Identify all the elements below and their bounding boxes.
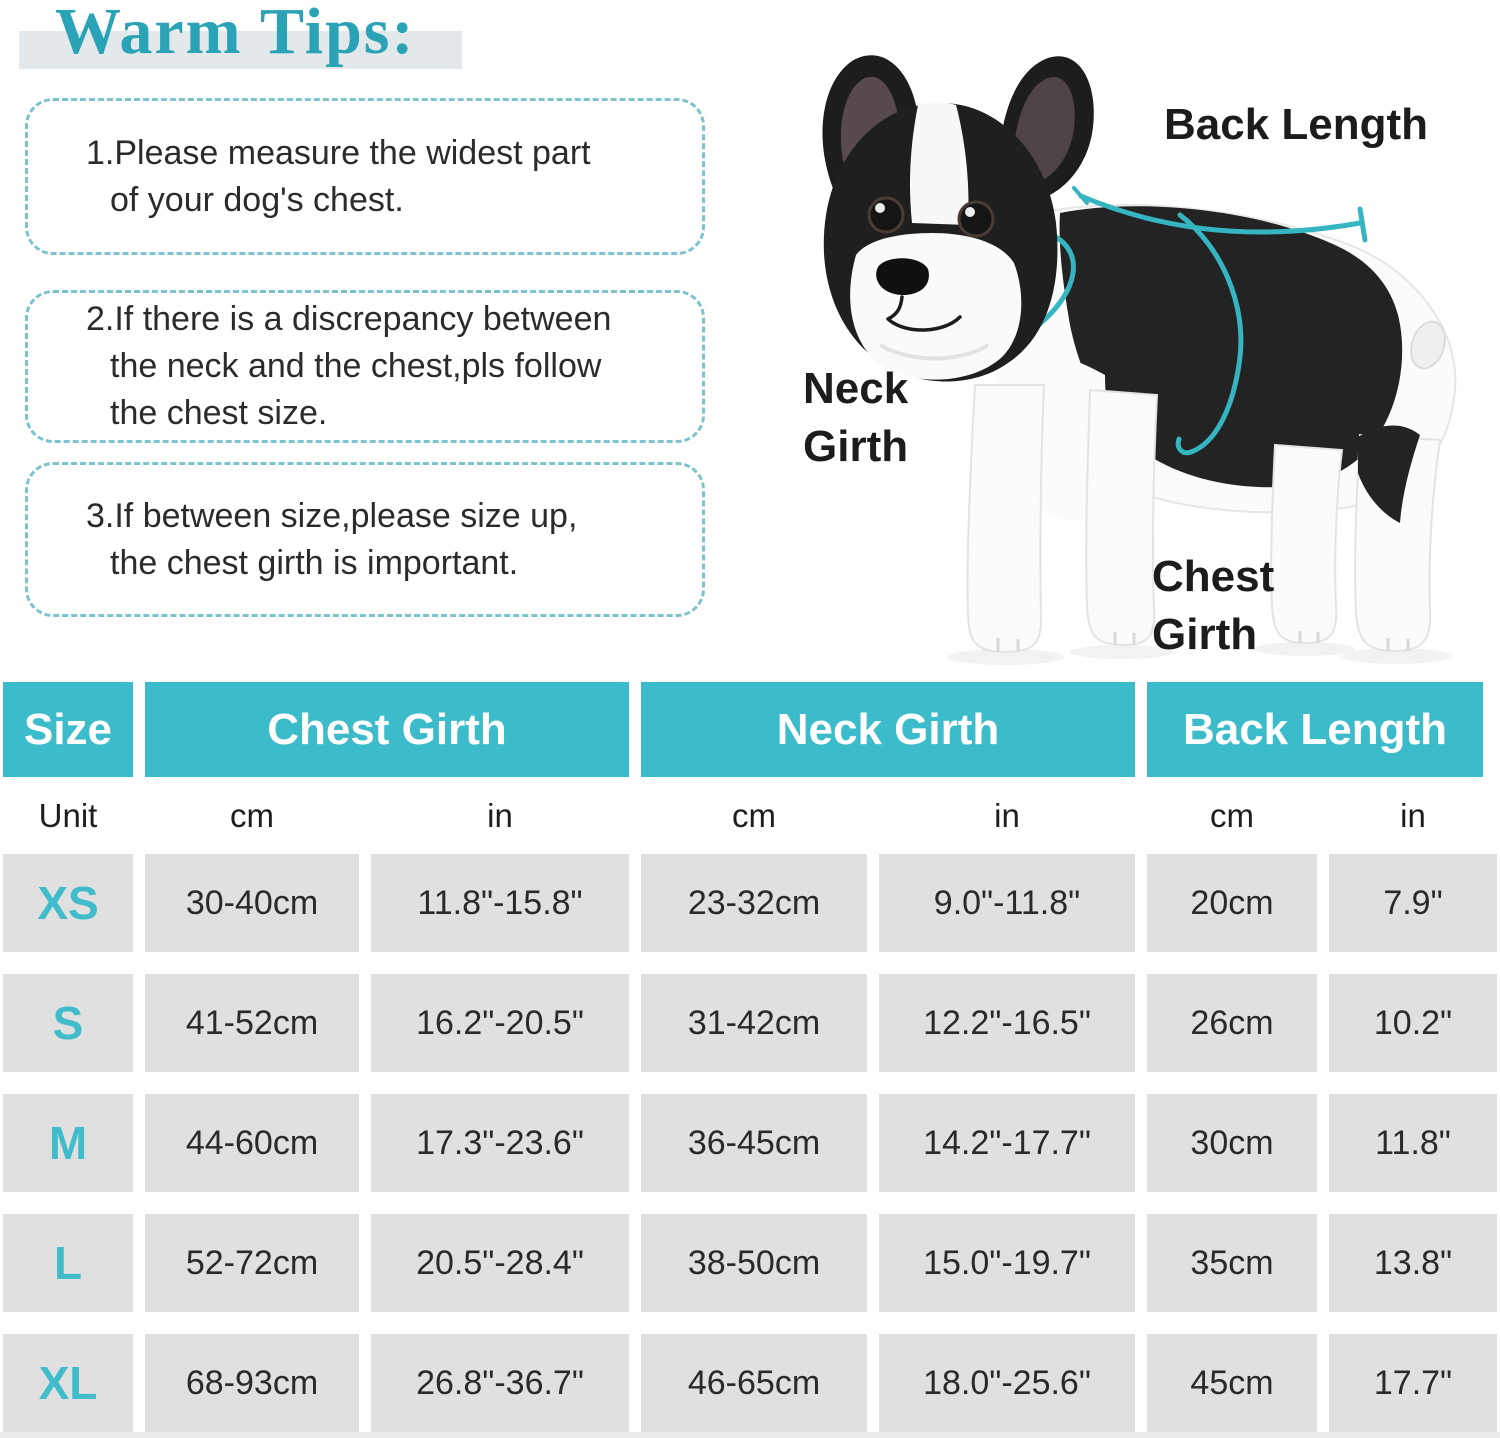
table-row-m: M 44-60cm 17.3"-23.6" 36-45cm 14.2"-17.7…	[3, 1094, 1497, 1192]
back-length-line	[1078, 193, 1363, 235]
neck-cm-cell: 23-32cm	[641, 854, 867, 952]
dog-eye-glint	[965, 207, 975, 217]
size-column-header: Size	[3, 682, 133, 777]
chest-in-cell: 26.8"-36.7"	[371, 1334, 629, 1432]
size-cell: XL	[3, 1334, 133, 1432]
chest-in-cell: 17.3"-23.6"	[371, 1094, 629, 1192]
unit-chest-cm: cm	[230, 796, 274, 834]
unit-neck-in: in	[994, 796, 1020, 834]
unit-back-in: in	[1400, 796, 1426, 834]
unit-neck-cm: cm	[732, 796, 776, 834]
back-cm-cell: 30cm	[1147, 1094, 1317, 1192]
unit-row: Unit cm in cm in cm in	[3, 777, 1497, 854]
tip-3-line-2: the chest girth is important.	[110, 543, 519, 582]
back-cm-cell: 26cm	[1147, 974, 1317, 1072]
chest-in-cell: 16.2"-20.5"	[371, 974, 629, 1072]
table-header-row: Size Chest Girth Neck Girth Back Length	[3, 682, 1497, 777]
chest-cm-cell: 44-60cm	[145, 1094, 359, 1192]
size-cell: S	[3, 974, 133, 1072]
neck-cm-cell: 31-42cm	[641, 974, 867, 1072]
tip-2-line-2: the neck and the chest,pls follow	[110, 347, 602, 385]
size-cell: XS	[3, 854, 133, 952]
tip-box-2: 2.If there is a discrepancy between the …	[25, 290, 705, 443]
chest-girth-label: Chest Girth	[1152, 552, 1275, 659]
size-cell: M	[3, 1094, 133, 1192]
back-length-tick-right	[1357, 206, 1368, 243]
neck-in-cell: 14.2"-17.7"	[879, 1094, 1135, 1192]
neck-cm-cell: 38-50cm	[641, 1214, 867, 1312]
back-cm-cell: 45cm	[1147, 1334, 1317, 1432]
dog-front-leg-near	[966, 384, 1046, 654]
paw-shadow	[948, 649, 1064, 665]
table-row-xl: XL 68-93cm 26.8"-36.7" 46-65cm 18.0"-25.…	[3, 1334, 1497, 1432]
dog-rear-leg-far	[1270, 443, 1344, 645]
back-in-cell: 7.9"	[1329, 854, 1497, 952]
back-length-tick-left	[1072, 186, 1089, 205]
dog-mouth	[886, 295, 962, 332]
chest-in-cell: 11.8"-15.8"	[371, 854, 629, 952]
dog-eye-right	[957, 200, 995, 238]
paw-shadow	[1255, 642, 1355, 656]
bottom-edge-strip	[0, 1432, 1500, 1438]
unit-label: Unit	[38, 796, 98, 834]
chest-cm-cell: 30-40cm	[145, 854, 359, 952]
chest-girth-line	[1175, 212, 1244, 456]
dog-eye-left	[867, 196, 905, 234]
neck-in-cell: 12.2"-16.5"	[879, 974, 1135, 1072]
title-highlight	[19, 31, 462, 69]
neck-cm-cell: 46-65cm	[641, 1334, 867, 1432]
tip-2-line-1: 2.If there is a discrepancy between	[86, 300, 612, 338]
dog-photo	[822, 55, 1457, 665]
neck-girth-label: Neck Girth	[803, 364, 909, 471]
chest-cm-cell: 52-72cm	[145, 1214, 359, 1312]
dog-chin-shading	[878, 343, 990, 361]
table-row-l: L 52-72cm 20.5"-28.4" 38-50cm 15.0"-19.7…	[3, 1214, 1497, 1312]
back-length-label: Back Length	[1164, 100, 1429, 149]
neck-in-cell: 18.0"-25.6"	[879, 1334, 1135, 1432]
neck-girth-header: Neck Girth	[641, 682, 1135, 777]
size-cell: L	[3, 1214, 133, 1312]
dog-nose	[876, 258, 929, 295]
tip-1-line-2: of your dog's chest.	[110, 180, 404, 219]
tip-2-line-3: the chest size.	[110, 394, 328, 432]
back-length-header: Back Length	[1147, 682, 1483, 777]
dog-eye-glint	[875, 203, 885, 213]
dog-tail	[1410, 320, 1446, 370]
dog-front-leg-far	[1085, 388, 1159, 647]
tip-box-1: 1.Please measure the widest part of your…	[25, 98, 705, 255]
paw-shadow	[1342, 648, 1450, 664]
tip-3-line-1: 3.If between size,please size up,	[86, 496, 578, 535]
unit-chest-in: in	[487, 796, 513, 834]
size-table: Size Chest Girth Neck Girth Back Length …	[3, 682, 1497, 1432]
table-row-s: S 41-52cm 16.2"-20.5" 31-42cm 12.2"-16.5…	[3, 974, 1497, 1072]
table-row-xs: XS 30-40cm 11.8"-15.8" 23-32cm 9.0"-11.8…	[3, 854, 1497, 952]
chest-girth-header: Chest Girth	[145, 682, 629, 777]
back-in-cell: 13.8"	[1329, 1214, 1497, 1312]
dog-thigh-patch	[1358, 425, 1420, 523]
chest-in-cell: 20.5"-28.4"	[371, 1214, 629, 1312]
tip-1-line-1: 1.Please measure the widest part	[86, 133, 591, 172]
unit-back-cm: cm	[1210, 796, 1254, 834]
paw-shadow	[1070, 645, 1174, 659]
back-in-cell: 11.8"	[1329, 1094, 1497, 1192]
dog-toes	[996, 631, 1410, 652]
neck-in-cell: 15.0"-19.7"	[879, 1214, 1135, 1312]
page-title: Warm Tips:	[55, 0, 416, 68]
back-in-cell: 17.7"	[1329, 1334, 1497, 1432]
chest-cm-cell: 68-93cm	[145, 1334, 359, 1432]
back-cm-cell: 35cm	[1147, 1214, 1317, 1312]
neck-in-cell: 9.0"-11.8"	[879, 854, 1135, 952]
dog-blaze	[910, 102, 969, 225]
back-in-cell: 10.2"	[1329, 974, 1497, 1072]
neck-cm-cell: 36-45cm	[641, 1094, 867, 1192]
tip-box-3: 3.If between size,please size up, the ch…	[25, 462, 705, 617]
back-cm-cell: 20cm	[1147, 854, 1317, 952]
chest-cm-cell: 41-52cm	[145, 974, 359, 1072]
